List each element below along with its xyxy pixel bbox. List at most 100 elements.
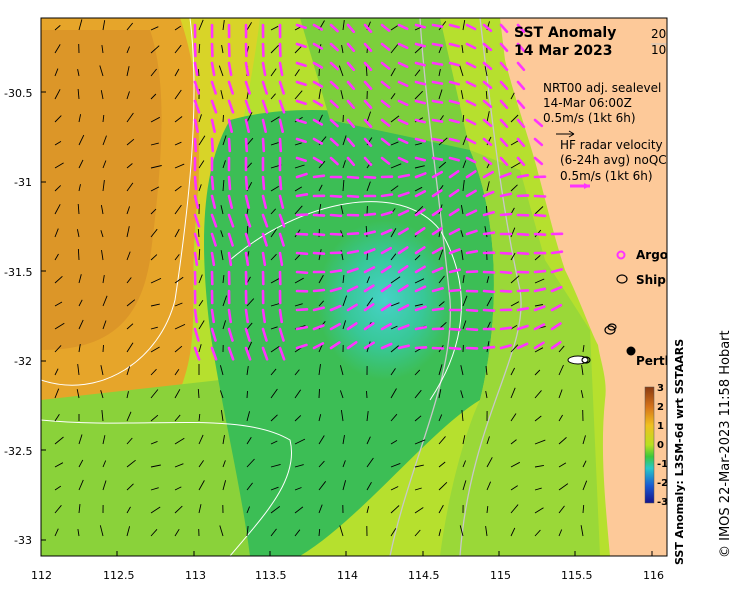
current-arrow (438, 529, 442, 537)
hf-radar-arrow (312, 213, 326, 217)
current-arrow (270, 142, 279, 146)
current-arrow (78, 459, 84, 468)
hf-radar-arrow (193, 137, 198, 153)
hf-radar-arrow (261, 232, 268, 247)
hf-radar-arrow (397, 324, 410, 331)
current-arrow (390, 141, 399, 146)
hf-radar-arrow (482, 289, 496, 294)
current-arrow (390, 44, 399, 54)
current-arrow (198, 344, 202, 353)
current-arrow (366, 481, 372, 491)
hf-radar-arrow (346, 23, 356, 34)
current-arrow (126, 206, 131, 215)
hf-radar-arrow (397, 173, 411, 179)
current-arrow (150, 142, 159, 146)
isobath-200m-label: 200m (651, 27, 686, 41)
current-arrow (126, 483, 134, 491)
current-arrow (54, 185, 62, 192)
hf-radar-arrow (346, 322, 358, 331)
current-arrow (102, 344, 104, 353)
hf-radar-arrow (465, 156, 477, 164)
current-arrow (198, 160, 205, 169)
hf-radar-arrow (278, 251, 284, 267)
hf-radar-arrow (482, 156, 493, 166)
current-arrow (101, 410, 104, 422)
hf-radar-arrow (227, 251, 233, 267)
current-arrow (534, 487, 542, 491)
hf-radar-arrow (244, 327, 251, 342)
hf-radar-arrow (227, 175, 232, 191)
hf-radar-arrow (329, 42, 339, 52)
hf-radar-arrow (499, 156, 509, 166)
current-arrow (510, 461, 521, 468)
hf-radar-arrow (431, 99, 444, 104)
warm-transition (180, 18, 260, 260)
current-arrow (198, 19, 204, 31)
current-arrow (102, 320, 107, 330)
current-arrow (582, 460, 587, 468)
current-arrow (270, 303, 280, 307)
current-arrow (342, 295, 348, 307)
hf-radar-arrow (329, 286, 342, 293)
current-arrow (222, 160, 226, 169)
current-arrow (54, 162, 64, 169)
current-arrow (438, 389, 442, 399)
isobath-1000m (389, 18, 452, 556)
hf-radar-arrow (414, 246, 426, 255)
current-arrow (270, 486, 279, 491)
hf-radar-arrow (516, 306, 530, 312)
hf-radar-arrow (295, 42, 307, 49)
hf-radar-arrow (278, 194, 285, 209)
radar-info-line1: HF radar velocity (560, 138, 663, 152)
hf-radar-arrow (397, 284, 409, 293)
current-arrow (270, 346, 280, 353)
hf-radar-arrow (414, 305, 427, 312)
y-tick-label: -31.5 (4, 266, 32, 279)
current-arrow (510, 140, 519, 146)
hf-radar-arrow (312, 23, 324, 31)
hf-radar-arrow (380, 118, 391, 127)
current-arrow (510, 325, 518, 330)
current-arrow (294, 438, 306, 445)
hf-radar-arrow (210, 118, 216, 133)
hf-radar-arrow (516, 232, 530, 237)
hf-radar-arrow (193, 251, 199, 267)
hf-radar-arrow (448, 137, 461, 143)
x-tick-label: 114.5 (408, 569, 440, 582)
current-arrow (102, 135, 107, 146)
current-arrow (294, 254, 301, 261)
hf-radar-arrow (210, 251, 216, 267)
current-arrow (76, 229, 80, 238)
current-arrow (174, 528, 180, 537)
current-arrow (220, 250, 224, 261)
current-arrow (390, 505, 400, 514)
colorbar-title: SST Anomaly: L3SM-6d wrt SSTAARS (673, 339, 686, 565)
hf-radar-arrow (295, 251, 309, 256)
hf-radar-arrow (244, 251, 250, 267)
hf-radar-arrow (346, 42, 356, 53)
current-arrow (198, 135, 206, 146)
ship-legend-icon (616, 274, 628, 284)
colorbar-ticks: 3 2 1 0 -1 -2 -3 (657, 383, 667, 508)
current-arrow (150, 487, 159, 491)
current-arrow (102, 275, 105, 284)
hf-radar-arrow (397, 304, 410, 312)
current-arrow (150, 208, 157, 215)
hf-radar-arrow (210, 327, 217, 342)
current-arrow (54, 345, 62, 353)
current-arrow (390, 388, 397, 399)
current-arrow (462, 320, 467, 330)
current-arrow (438, 69, 441, 77)
hf-radar-arrow (380, 283, 392, 293)
current-arrow (459, 65, 464, 77)
hf-radar-arrow (295, 307, 309, 312)
current-arrow (197, 228, 200, 238)
current-arrow (390, 345, 399, 353)
current-arrow (438, 364, 443, 376)
hf-radar-arrow (397, 209, 410, 217)
hf-radar-arrow (295, 80, 307, 86)
current-arrow (78, 344, 81, 353)
hf-radar-arrow (414, 227, 426, 236)
current-arrow (198, 413, 201, 422)
hf-radar-arrow (346, 267, 359, 274)
